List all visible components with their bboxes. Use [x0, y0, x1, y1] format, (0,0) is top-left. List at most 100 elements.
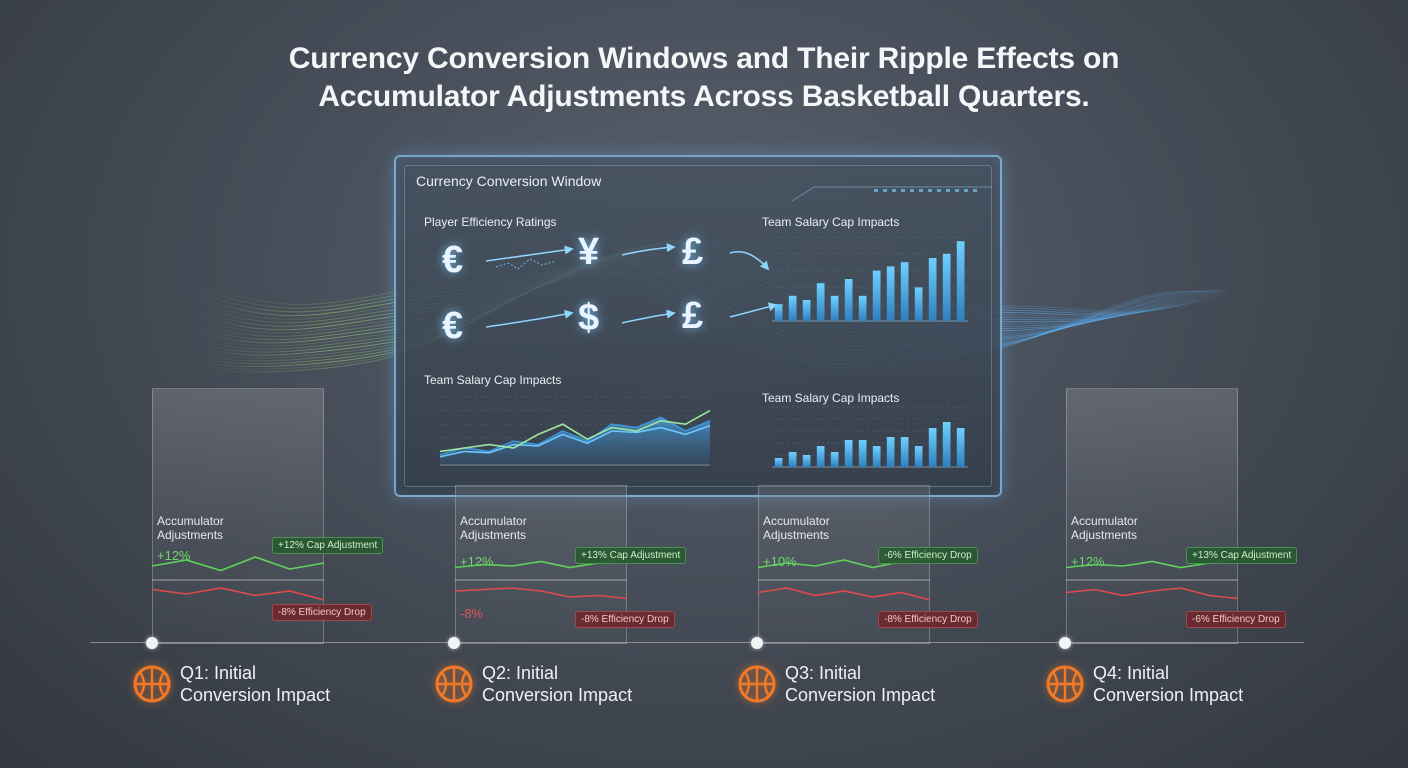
header-indicator: [910, 189, 914, 192]
cap-chart-bottom-right-bar-14: [956, 428, 965, 467]
header-indicator: [892, 189, 896, 192]
cap-chart-top-bar-8: [872, 270, 881, 321]
player-efficiency-label: Player Efficiency Ratings: [424, 215, 557, 229]
quarter-subtitle-q4: Conversion Impact: [1093, 685, 1244, 705]
timeline-node-q3: [751, 637, 763, 649]
cap-chart-bottom-right-bar-9: [886, 437, 895, 467]
conversion-arrow-1: [485, 245, 574, 262]
quarter-title-q1: Q1: Initial: [180, 663, 257, 683]
quarter-subtitle-q2: Conversion Impact: [482, 685, 633, 705]
cap-adjustment-badge-q2: +13% Cap Adjustment: [575, 547, 687, 564]
salary-cap-label-top: Team Salary Cap Impacts: [762, 215, 900, 229]
header-indicator: [955, 189, 959, 192]
efficiency-drop-line-q4: [1066, 587, 1239, 600]
timeline-axis: [90, 642, 1304, 643]
adjustment-chart-q1: [152, 556, 325, 601]
timeline-node-q1: [146, 637, 158, 649]
salary-cap-label-bottom-left: Team Salary Cap Impacts: [424, 373, 562, 387]
quarter-4-panel: [1066, 388, 1238, 644]
header-indicator: [946, 189, 950, 192]
cap-chart-top-bar-7: [858, 295, 867, 321]
panel-charts: [439, 186, 992, 468]
accumulator-label-q4: Accumulator Adjustments: [1071, 514, 1138, 542]
cap-chart-top-bar-9: [886, 266, 895, 321]
quarter-subtitle-q3: Conversion Impact: [785, 685, 936, 705]
header-indicator: [901, 189, 905, 192]
cap-line-series-1: [439, 416, 711, 456]
cap-adjustment-badge-q4: +13% Cap Adjustment: [1186, 547, 1298, 564]
conversion-arrow-5: [621, 309, 676, 324]
cap-adjustment-line-q1: [152, 556, 325, 572]
euro-symbol-1: €: [442, 239, 464, 281]
quarter-title-q2: Q2: Initial: [482, 663, 559, 683]
header-indicator: [928, 189, 932, 192]
pound-symbol-1: £: [682, 231, 704, 273]
cap-chart-bottom-right-bar-2: [788, 452, 797, 467]
euro-symbol-2: €: [442, 305, 464, 347]
cap-chart-bottom-right-bar-12: [928, 428, 937, 467]
cap-chart-top-bar-5: [830, 295, 839, 321]
conversion-arrow-3: [729, 251, 770, 271]
cap-line-series-2: [439, 424, 711, 458]
salary-cap-label-bottom-right: Team Salary Cap Impacts: [762, 391, 900, 405]
cap-chart-bottom-right-bar-1: [774, 458, 783, 467]
cap-chart-bottom-right-bar-6: [844, 440, 853, 467]
quarter-label-q4: Q4: Initial Conversion Impact: [1093, 662, 1243, 706]
efficiency-drop-badge-q2: -8% Efficiency Drop: [575, 611, 675, 628]
quarter-label-q1: Q1: Initial Conversion Impact: [180, 662, 330, 706]
header-indicator: [937, 189, 941, 192]
panel-title: Currency Conversion Window: [416, 173, 602, 189]
accumulator-label-q1: Accumulator Adjustments: [157, 514, 224, 542]
cap-chart-bottom-right-bar-5: [830, 452, 839, 467]
conversion-arrow-4: [485, 309, 574, 328]
header-indicator: [919, 189, 923, 192]
cap-adjustment-badge-q1: +12% Cap Adjustment: [272, 537, 384, 554]
accumulator-label-q3: Accumulator Adjustments: [763, 514, 830, 542]
timeline-node-q4: [1059, 637, 1071, 649]
cap-chart-bottom-right-bar-7: [858, 440, 867, 467]
positive-value-q1: +12%: [157, 548, 191, 563]
dollar-symbol: $: [578, 297, 600, 339]
accumulator-label-q2: Accumulator Adjustments: [460, 514, 527, 542]
efficiency-drop-line-q1: [152, 587, 325, 601]
header-indicator: [973, 189, 977, 192]
basketball-icon: [133, 665, 171, 703]
currency-conversion-window: Currency Conversion Window Player Effici…: [394, 155, 1002, 497]
cap-chart-bottom-right-bar-10: [900, 437, 909, 467]
cap-chart-bottom-right-bar-8: [872, 446, 881, 467]
quarter-subtitle-q1: Conversion Impact: [180, 685, 331, 705]
efficiency-drop-line-q3: [758, 587, 931, 601]
basketball-icon: [435, 665, 473, 703]
cap-chart-bottom-right-bar-11: [914, 446, 923, 467]
page-title: Currency Conversion Windows and Their Ri…: [0, 40, 1408, 116]
cap-chart-top-bar-14: [956, 241, 965, 321]
cap-chart-bottom-right-bar-13: [942, 422, 951, 467]
negative-value-q2: -8%: [460, 606, 484, 621]
cap-chart-top-bar-4: [816, 283, 825, 321]
cap-chart-top-bar-11: [914, 287, 923, 321]
header-rule: [791, 186, 992, 202]
panel-inner-frame: [404, 165, 992, 487]
header-indicator: [874, 189, 878, 192]
cap-chart-bottom-right-bar-4: [816, 446, 825, 467]
cap-chart-top-bar-3: [802, 300, 811, 321]
conversion-arrow-6: [729, 302, 778, 318]
cap-chart-bottom-right-bar-3: [802, 455, 811, 467]
basketball-icon: [1046, 665, 1084, 703]
quarter-title-q3: Q3: Initial: [785, 663, 862, 683]
quarter-title-q4: Q4: Initial: [1093, 663, 1170, 683]
title-line-2: Accumulator Adjustments Across Basketbal…: [318, 80, 1090, 113]
conversion-arrow-2: [621, 243, 676, 256]
header-indicator: [883, 189, 887, 192]
efficiency-drop-badge-q1: -8% Efficiency Drop: [272, 604, 372, 621]
cap-adjustment-badge-q3: -6% Efficiency Drop: [878, 547, 978, 564]
efficiency-drop-badge-q4: -6% Efficiency Drop: [1186, 611, 1286, 628]
cap-chart-top-bar-10: [900, 262, 909, 321]
cap-line-series-3: [439, 409, 711, 453]
quarter-label-q3: Q3: Initial Conversion Impact: [785, 662, 935, 706]
header-indicator: [964, 189, 968, 192]
title-line-1: Currency Conversion Windows and Their Ri…: [288, 42, 1120, 75]
pound-symbol-2: £: [682, 295, 704, 337]
quarter-label-q2: Q2: Initial Conversion Impact: [482, 662, 632, 706]
cap-chart-top-bar-2: [788, 295, 797, 321]
